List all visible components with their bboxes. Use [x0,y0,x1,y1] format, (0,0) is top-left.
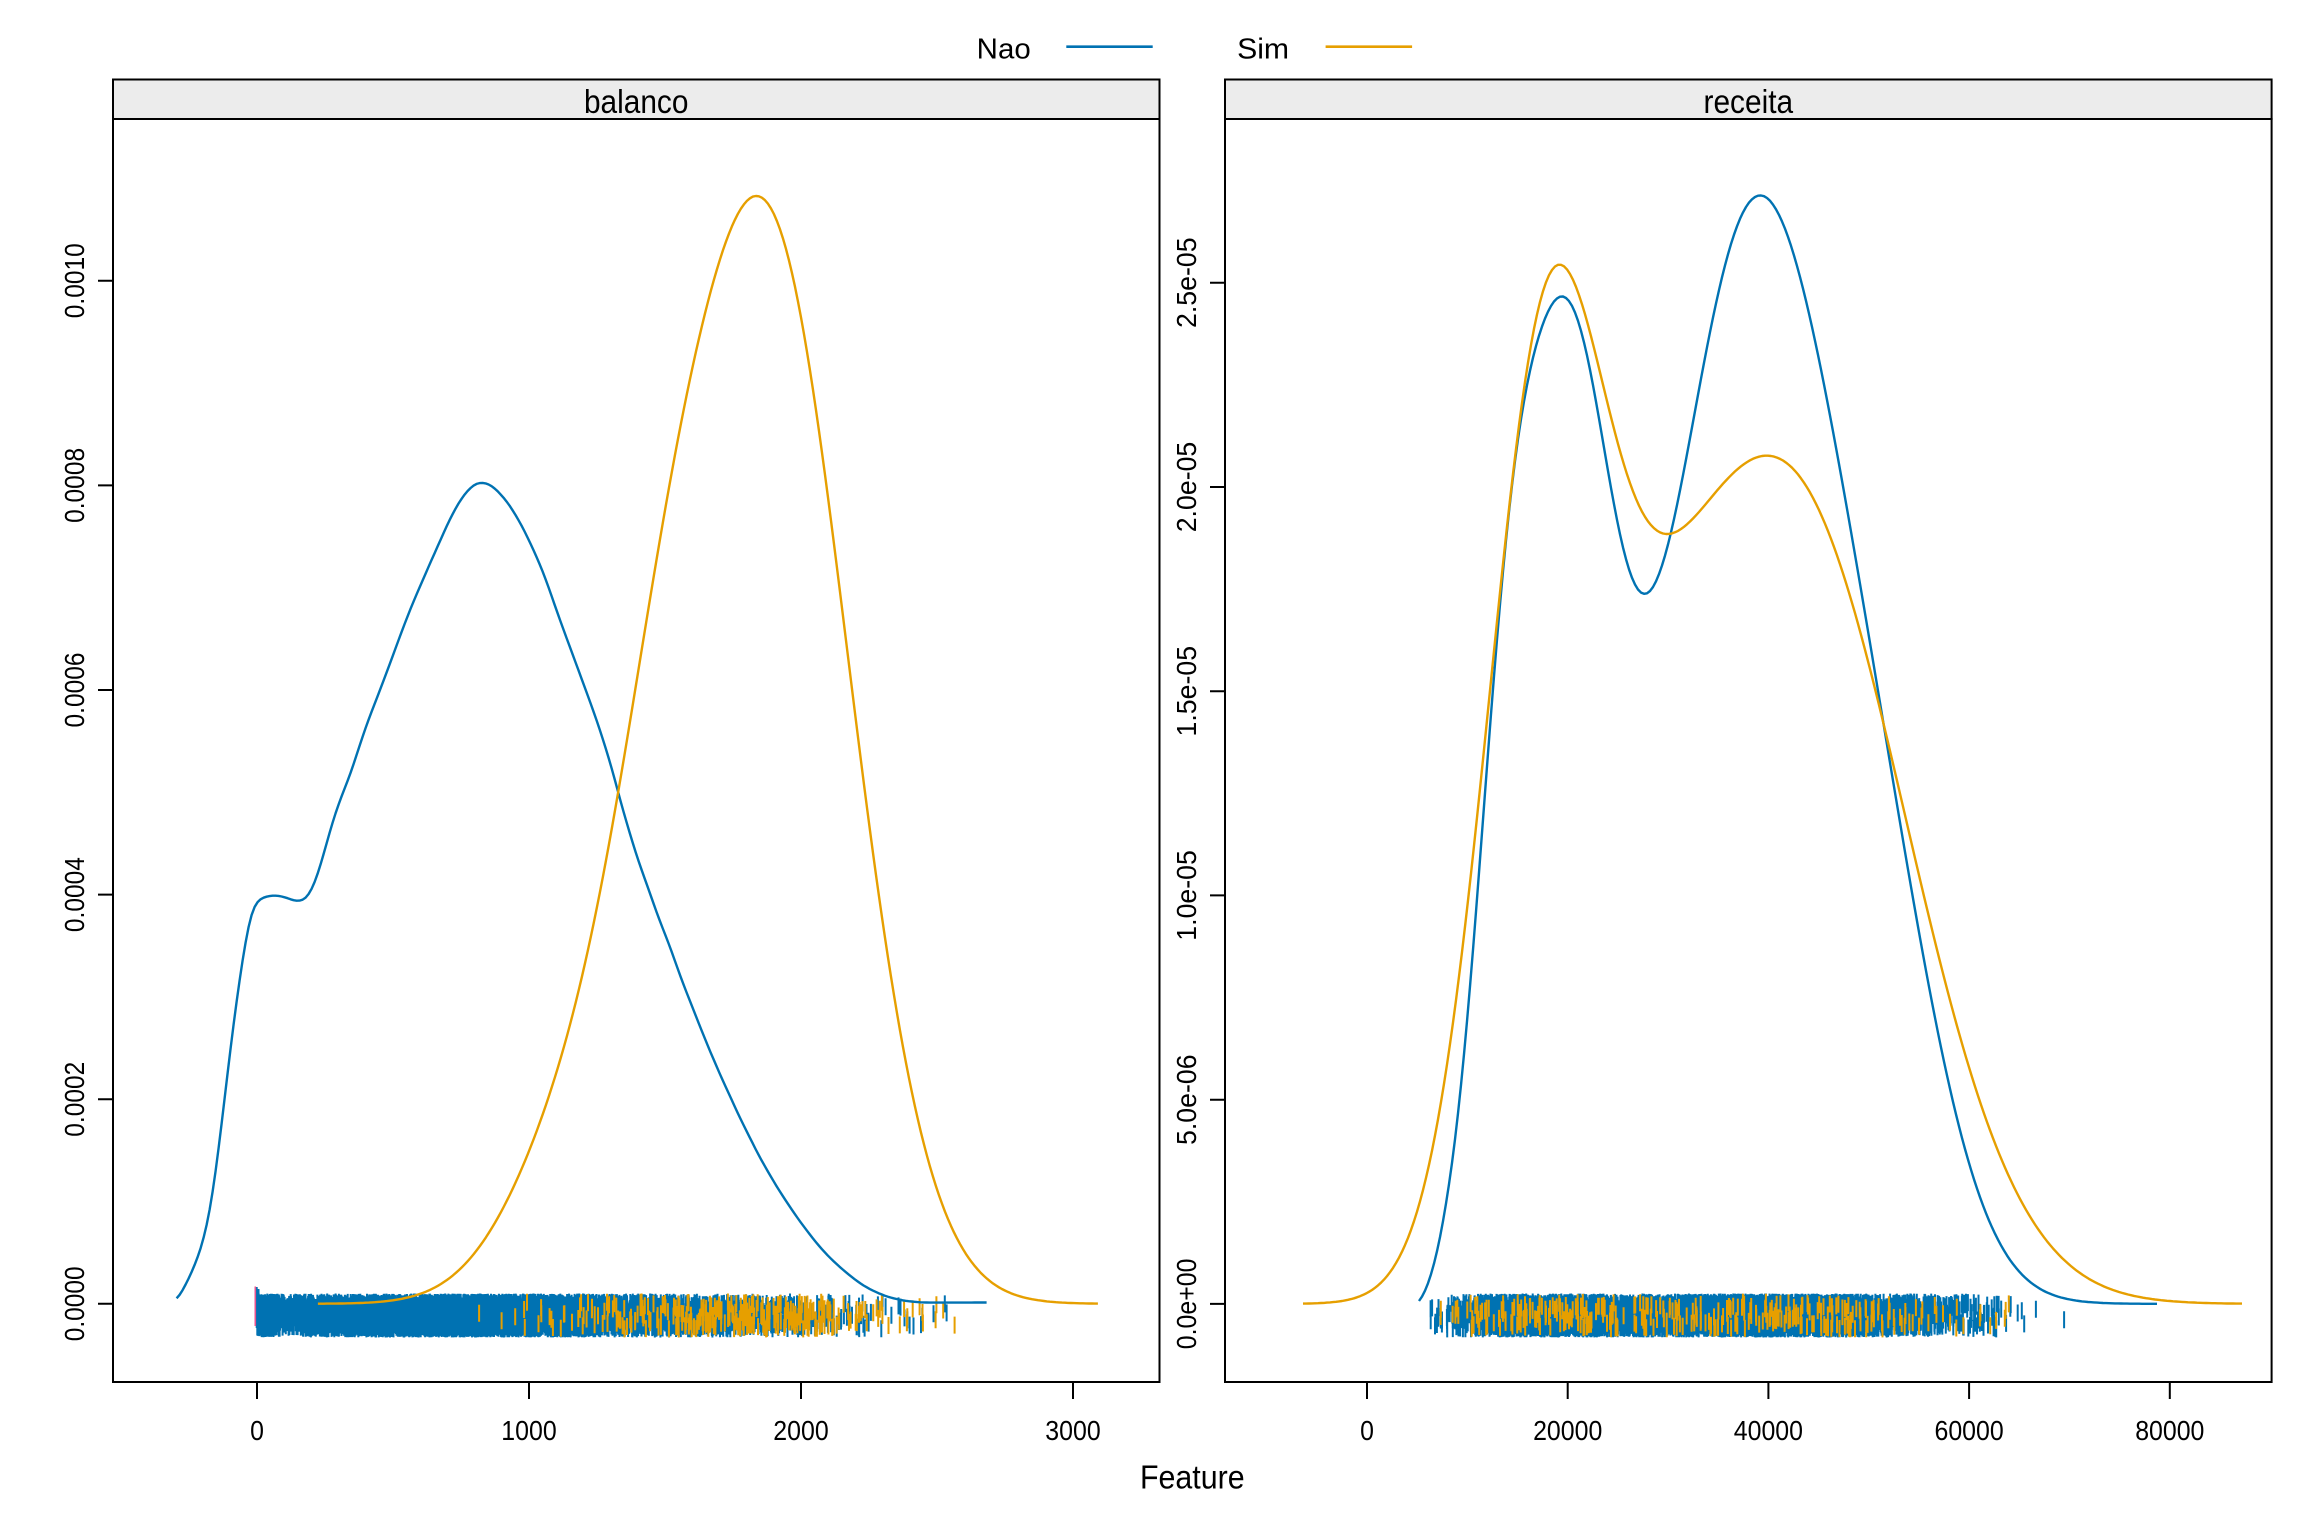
svg-text:0.0008: 0.0008 [59,448,90,523]
svg-text:2.0e-05: 2.0e-05 [1171,442,1202,533]
svg-text:1000: 1000 [501,1415,556,1446]
svg-text:Sim: Sim [1237,34,1289,66]
svg-text:1.0e-05: 1.0e-05 [1171,850,1202,941]
svg-text:3000: 3000 [1045,1415,1100,1446]
svg-text:0.0000: 0.0000 [59,1266,90,1341]
svg-text:40000: 40000 [1734,1415,1803,1446]
svg-text:0: 0 [1360,1415,1374,1446]
svg-text:balanco: balanco [584,83,689,120]
svg-text:0.0004: 0.0004 [59,857,90,932]
svg-text:0.0002: 0.0002 [59,1062,90,1137]
svg-text:80000: 80000 [2135,1415,2204,1446]
svg-text:2.5e-05: 2.5e-05 [1171,237,1202,328]
svg-text:2000: 2000 [773,1415,828,1446]
svg-text:Feature: Feature [1140,1458,1245,1495]
svg-text:0: 0 [250,1415,264,1446]
svg-text:receita: receita [1704,83,1794,120]
svg-text:5.0e-06: 5.0e-06 [1171,1054,1202,1145]
svg-text:0.0e+00: 0.0e+00 [1171,1259,1202,1350]
svg-text:60000: 60000 [1935,1415,2004,1446]
svg-text:1.5e-05: 1.5e-05 [1171,646,1202,737]
svg-text:0.0006: 0.0006 [59,653,90,728]
svg-text:20000: 20000 [1533,1415,1602,1446]
svg-text:0.0010: 0.0010 [59,243,90,318]
svg-text:Nao: Nao [977,34,1031,66]
